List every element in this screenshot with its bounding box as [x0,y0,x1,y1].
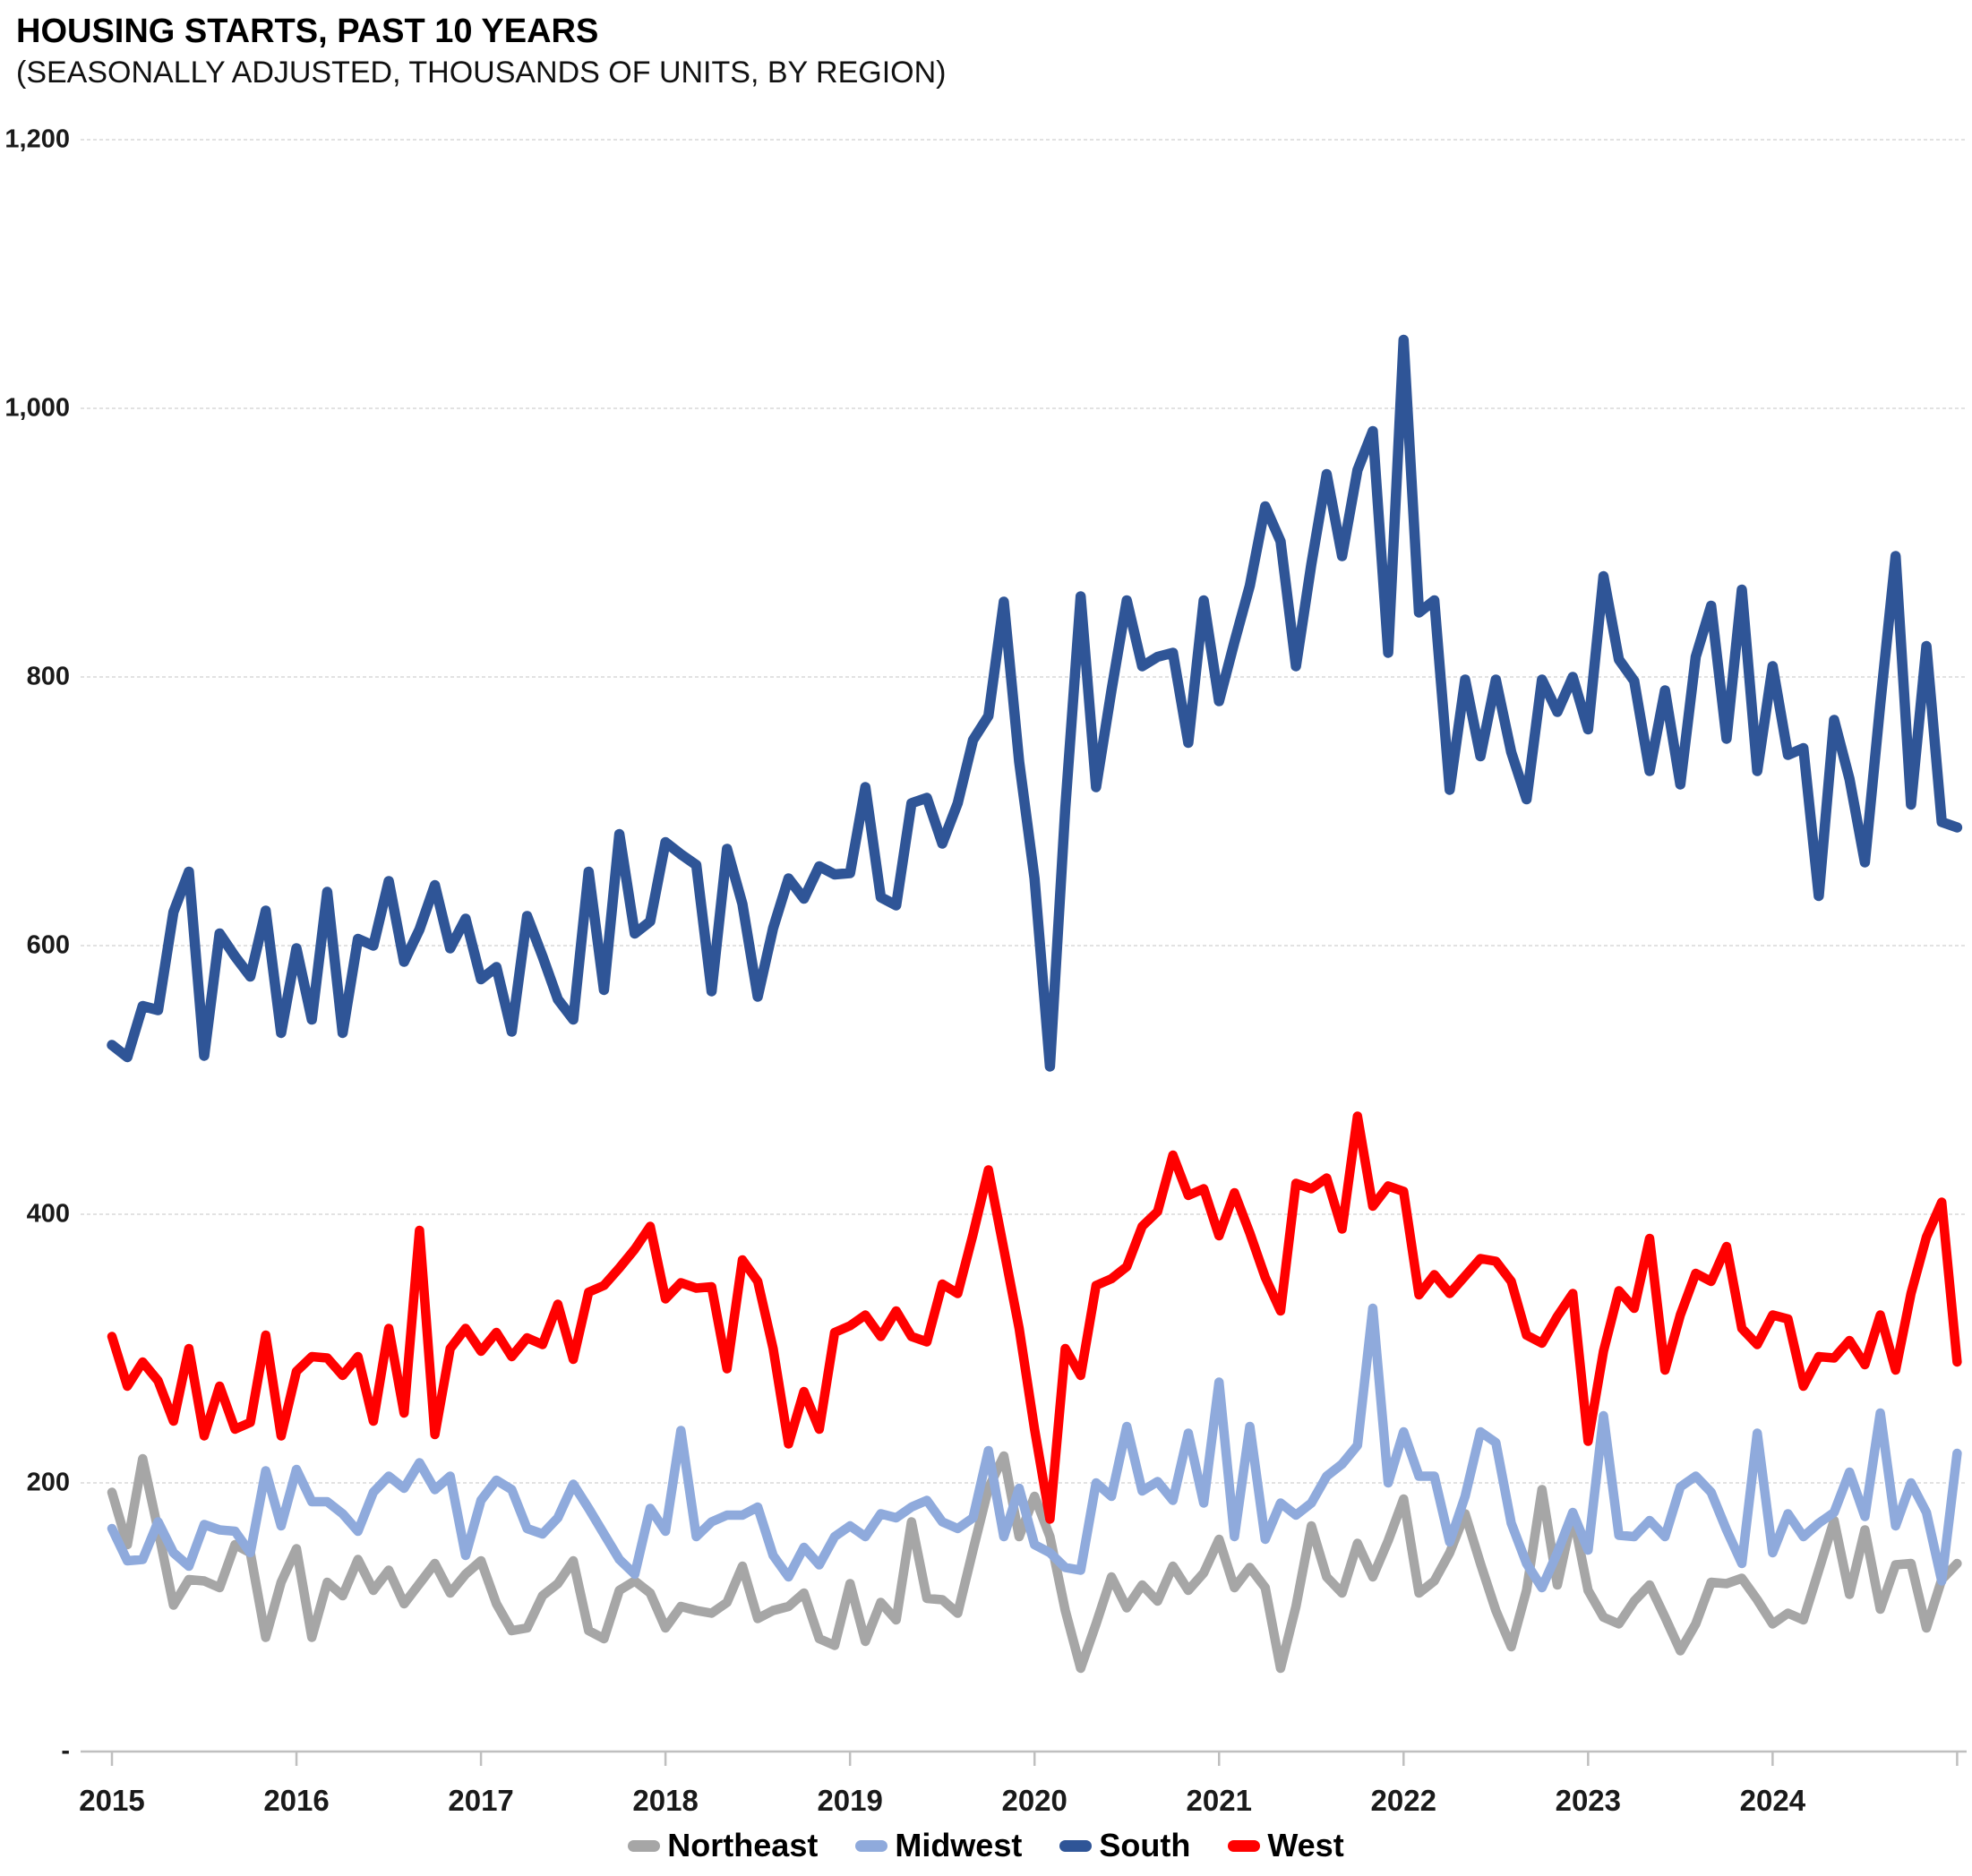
series-line-south [107,334,1963,1072]
y-tick-label-1200: 1,200 [4,124,70,154]
x-tick-label-2020: 2020 [1001,1784,1067,1817]
series-line-northeast [107,1451,1962,1674]
x-tick-label-2015: 2015 [79,1784,145,1817]
x-tick-label-2018: 2018 [632,1784,699,1817]
legend: Northeast Midwest South West [0,1827,1972,1864]
legend-swatch-west [1228,1839,1261,1852]
x-tick-label-2023: 2023 [1555,1784,1622,1817]
x-tick-label-2022: 2022 [1370,1784,1436,1817]
legend-item-midwest: Midwest [855,1827,1022,1864]
legend-label-south: South [1099,1827,1191,1863]
x-tick-label-2019: 2019 [817,1784,883,1817]
x-tick-label-2024: 2024 [1739,1784,1806,1817]
y-tick-label-zero: - [61,1736,70,1766]
x-tick-label-2021: 2021 [1186,1784,1252,1817]
y-tick-label-200: 200 [26,1468,70,1497]
legend-item-west: West [1228,1827,1344,1864]
legend-label-west: West [1267,1827,1344,1863]
chart-subtitle: (SEASONALLY ADJUSTED, THOUSANDS OF UNITS… [16,56,947,90]
y-tick-label-400: 400 [26,1199,70,1229]
y-tick-label-1000: 1,000 [4,393,70,423]
legend-label-northeast: Northeast [667,1827,819,1863]
chart-title: HOUSING STARTS, PAST 10 YEARS [16,13,599,50]
x-tick-label-2016: 2016 [263,1784,330,1817]
x-tick-label-2017: 2017 [448,1784,514,1817]
legend-swatch-midwest [855,1839,888,1852]
legend-swatch-northeast [628,1839,661,1852]
legend-swatch-south [1059,1839,1093,1852]
legend-label-midwest: Midwest [895,1827,1023,1863]
series-line-midwest [107,1303,1962,1593]
series-line-west [107,1111,1962,1524]
legend-item-south: South [1059,1827,1190,1864]
y-tick-label-600: 600 [26,930,70,960]
y-tick-label-800: 800 [26,662,70,691]
legend-item-northeast: Northeast [628,1827,818,1864]
